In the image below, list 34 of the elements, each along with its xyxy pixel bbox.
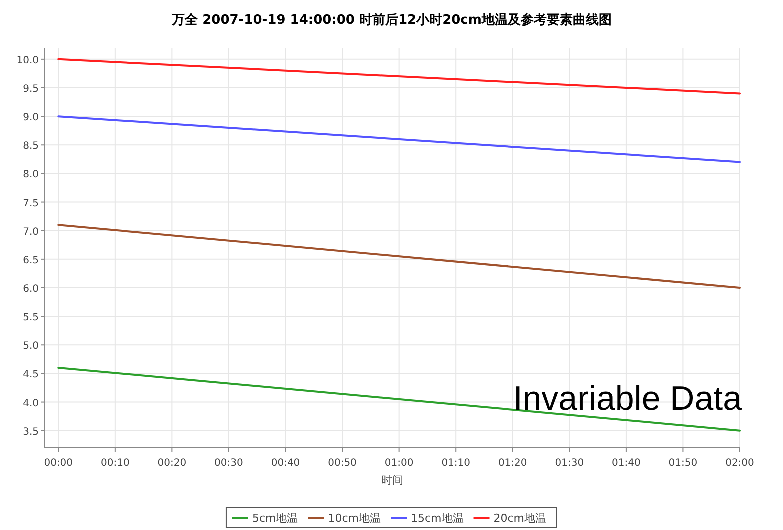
- y-tick-label: 6.5: [23, 255, 39, 266]
- x-tick-label: 00:20: [158, 458, 187, 469]
- x-tick-label: 01:40: [612, 458, 641, 469]
- y-tick-label: 8.0: [23, 170, 39, 181]
- y-tick-label: 7.5: [23, 198, 39, 210]
- x-tick-label: 01:20: [498, 458, 528, 469]
- y-tick-label: 7.0: [23, 226, 39, 238]
- x-tick-label: 02:00: [726, 458, 754, 469]
- x-tick-label: 01:00: [384, 458, 414, 469]
- y-tick-label: 10.0: [16, 55, 39, 66]
- y-tick-label: 4.0: [23, 398, 39, 410]
- legend-label: 10cm地温: [328, 512, 381, 525]
- y-tick-label: 8.5: [23, 141, 39, 152]
- legend-label: 20cm地温: [494, 512, 547, 525]
- chart-title: 万全 2007-10-19 14:00:00 时前后12小时20cm地温及参考要素曲线图: [171, 12, 612, 28]
- y-tick-label: 5.0: [23, 341, 39, 352]
- y-tick-label: 4.5: [23, 370, 39, 381]
- y-tick-label: 3.5: [23, 426, 39, 438]
- annotation: Invariable Data: [513, 380, 742, 418]
- x-tick-label: 01:10: [442, 458, 471, 469]
- x-tick-label: 00:40: [271, 458, 300, 469]
- x-tick-label: 01:30: [555, 458, 584, 469]
- y-tick-label: 9.5: [23, 84, 39, 95]
- y-tick-label: 6.0: [23, 284, 39, 295]
- x-axis-title: 时间: [382, 474, 404, 487]
- x-tick-label: 01:50: [668, 458, 698, 469]
- legend-label: 15cm地温: [411, 512, 464, 525]
- x-tick-label: 00:10: [101, 458, 130, 469]
- legend-label: 5cm地温: [252, 512, 298, 525]
- x-tick-label: 00:00: [44, 458, 74, 469]
- y-tick-label: 9.0: [23, 112, 39, 124]
- x-tick-label: 00:30: [214, 458, 244, 469]
- y-tick-label: 5.5: [23, 312, 39, 324]
- x-tick-label: 00:50: [328, 458, 357, 469]
